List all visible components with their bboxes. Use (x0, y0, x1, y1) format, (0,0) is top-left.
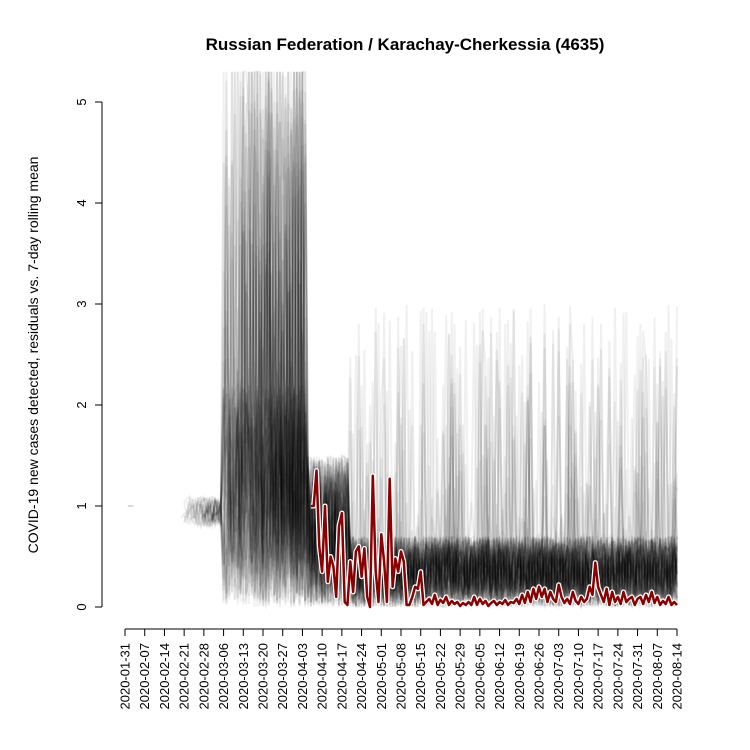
x-tick-label: 2020-02-21 (177, 643, 192, 710)
background-trace (259, 149, 678, 607)
x-tick-label: 2020-07-31 (630, 643, 645, 710)
background-trace (216, 71, 678, 608)
background-trace (211, 150, 678, 607)
background-trace (225, 71, 678, 607)
background-trace (233, 95, 678, 607)
x-tick-label: 2020-05-08 (394, 643, 409, 710)
background-trace (191, 71, 678, 607)
background-trace (250, 71, 678, 607)
series-layer (310, 468, 679, 610)
y-axis-label: COVID-19 new cases detected, residuals v… (25, 157, 41, 554)
background-trace (242, 71, 678, 608)
background-trace (236, 71, 678, 608)
background-trace (233, 71, 678, 608)
series-line (310, 469, 678, 609)
x-tick-label: 2020-03-27 (275, 643, 290, 710)
y-tick-label: 1 (74, 502, 89, 509)
background-trace (250, 75, 678, 608)
x-tick-label: 2020-06-26 (532, 643, 547, 710)
x-tick-label: 2020-02-14 (157, 643, 172, 710)
background-trace (233, 71, 678, 608)
background-trace (222, 109, 678, 610)
y-tick-label: 2 (74, 401, 89, 408)
y-tick-label: 0 (74, 603, 89, 610)
x-tick-label: 2020-06-12 (492, 643, 507, 710)
background-trace (202, 71, 678, 609)
background-trace (253, 361, 678, 610)
x-tick-label: 2020-02-28 (196, 643, 211, 710)
background-trace (253, 71, 678, 607)
background-trace (216, 93, 678, 609)
background-trace (203, 71, 678, 607)
chart-title: Russian Federation / Karachay-Cherkessia… (206, 35, 605, 54)
x-tick-label: 2020-06-05 (472, 643, 487, 710)
x-tick-label: 2020-05-29 (453, 643, 468, 710)
x-tick-label: 2020-07-03 (551, 643, 566, 710)
x-tick-label: 2020-03-13 (236, 643, 251, 710)
background-trace (191, 71, 678, 607)
background-trace (183, 71, 678, 608)
background-trace (186, 95, 678, 607)
y-tick-label: 5 (74, 98, 89, 105)
x-tick-label: 2020-08-14 (670, 643, 685, 710)
background-trace (250, 82, 678, 608)
background-trace (267, 71, 678, 608)
background-trace (231, 70, 678, 608)
x-tick-label: 2020-03-20 (256, 643, 271, 710)
x-tick-label: 2020-05-22 (433, 643, 448, 710)
x-tick-label: 2020-04-10 (315, 643, 330, 710)
y-axis: 0 1 2 3 4 5 (74, 98, 103, 611)
background-trace (273, 71, 678, 607)
background-trace (202, 146, 678, 607)
background-trace (228, 71, 678, 607)
x-tick-label: 2020-05-01 (374, 643, 389, 710)
background-trace (262, 71, 678, 609)
background-trace (225, 81, 678, 609)
background-trace (214, 71, 678, 607)
x-tick-label: 2020-06-19 (512, 643, 527, 710)
background-trace (264, 108, 678, 609)
x-tick-label: 2020-07-24 (610, 643, 625, 710)
background-trace (222, 71, 678, 606)
y-tick-label: 4 (74, 199, 89, 206)
background-trace (202, 103, 678, 610)
background-trace (237, 146, 678, 610)
background-trace (236, 185, 678, 606)
background-trace (231, 71, 678, 609)
background-trace (225, 73, 678, 607)
x-tick-label: 2020-02-07 (137, 643, 152, 710)
x-tick-label: 2020-07-17 (591, 643, 606, 710)
background-trace (259, 71, 678, 608)
background-trace (233, 71, 678, 605)
x-tick-label: 2020-05-15 (413, 643, 428, 710)
background-trace (205, 87, 678, 610)
x-tick-label: 2020-01-31 (118, 643, 133, 710)
background-series-layer (127, 70, 678, 611)
x-tick-label: 2020-03-06 (216, 643, 231, 710)
x-tick-label: 2020-08-07 (650, 643, 665, 710)
background-trace (209, 91, 678, 607)
y-tick-label: 3 (74, 300, 89, 307)
background-trace (233, 70, 678, 609)
background-trace (225, 71, 678, 608)
background-trace (225, 71, 678, 607)
background-trace (225, 71, 678, 611)
background-trace (236, 71, 678, 609)
x-tick-label: 2020-07-10 (571, 643, 586, 710)
background-trace (276, 71, 678, 609)
background-trace (228, 71, 678, 610)
x-tick-label: 2020-04-03 (295, 643, 310, 710)
background-trace (197, 128, 678, 607)
background-trace (228, 71, 678, 608)
x-tick-label: 2020-04-24 (354, 643, 369, 710)
x-axis: 2020-01-31 2020-02-07 2020-02-14 2020-02-21… (118, 628, 685, 710)
x-tick-label: 2020-04-17 (334, 643, 349, 710)
background-trace (202, 71, 678, 609)
